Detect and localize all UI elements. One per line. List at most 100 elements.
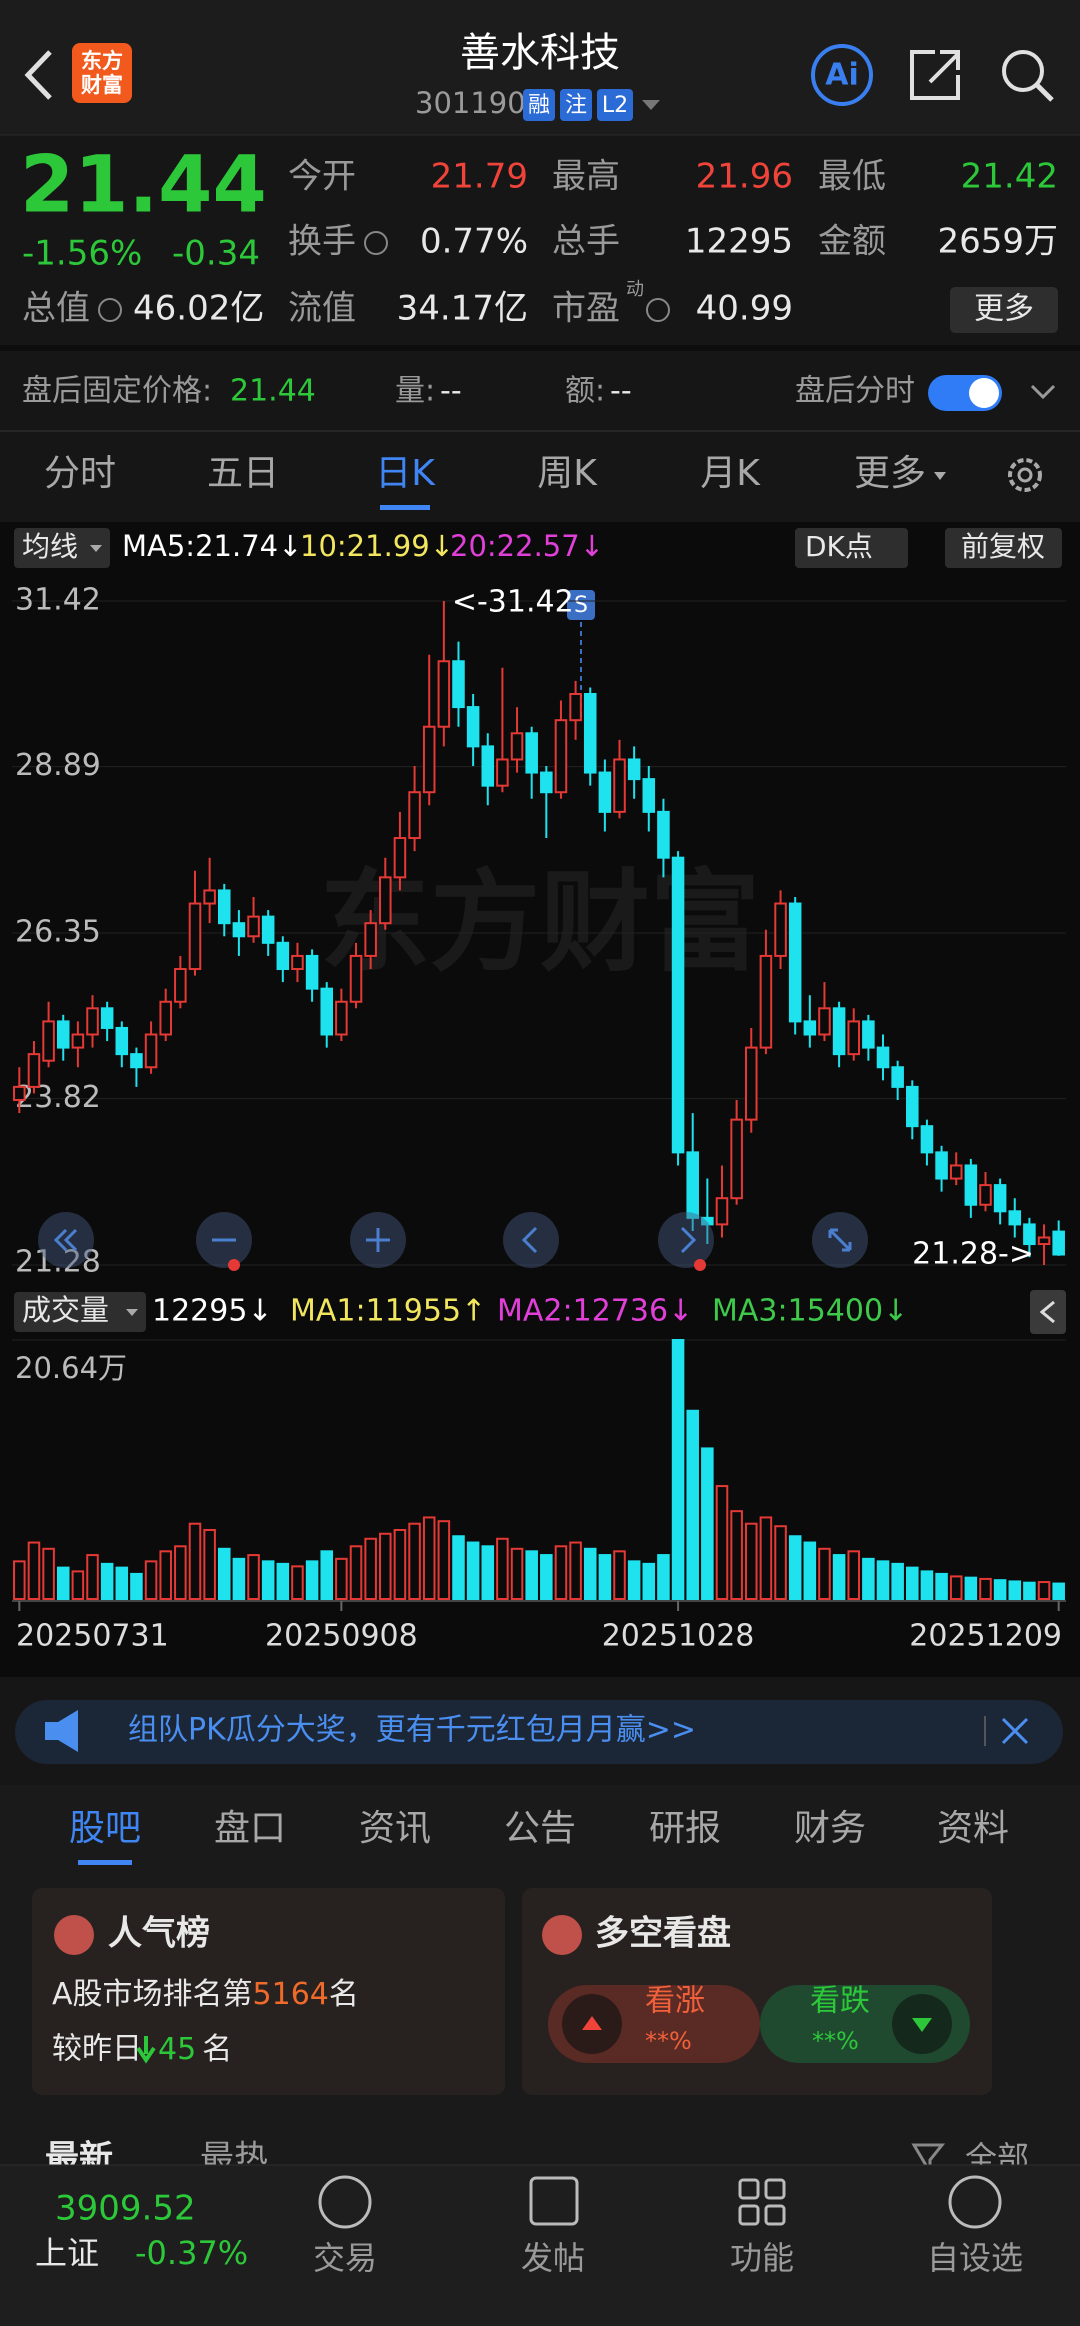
period-tab[interactable]: 更多 bbox=[854, 453, 926, 494]
settings-button[interactable] bbox=[1008, 458, 1042, 492]
dropdown-icon[interactable] bbox=[642, 100, 660, 110]
adjust-button[interactable] bbox=[945, 528, 1062, 568]
share-button[interactable] bbox=[910, 50, 960, 100]
candle-body bbox=[452, 660, 465, 709]
banner[interactable] bbox=[15, 1700, 1063, 1764]
nav-item[interactable]: 自设选 bbox=[927, 2239, 1023, 2277]
card-title: 多空看盘 bbox=[595, 1914, 731, 1954]
candle-body bbox=[1008, 1210, 1022, 1226]
control-button[interactable] bbox=[503, 1212, 559, 1268]
volume-bar bbox=[803, 1541, 817, 1601]
candle-body bbox=[13, 1085, 26, 1101]
x-tick-label: 20250908 bbox=[265, 1619, 418, 1654]
candle-body bbox=[291, 954, 304, 971]
candle-body bbox=[1023, 1223, 1036, 1246]
volume-bar bbox=[115, 1566, 129, 1601]
candle-body bbox=[261, 915, 275, 944]
index-value[interactable]: 3909.52 bbox=[55, 2189, 196, 2229]
more-button[interactable] bbox=[950, 287, 1058, 333]
collapse-button[interactable] bbox=[1030, 1290, 1066, 1334]
candle-body bbox=[671, 856, 685, 1154]
nav-item[interactable]: 交易 bbox=[313, 2239, 377, 2277]
candle-body bbox=[71, 1033, 85, 1049]
volume-selector[interactable] bbox=[14, 1292, 146, 1332]
candle-body bbox=[144, 1033, 158, 1069]
volume-bar bbox=[320, 1550, 334, 1601]
volume-bar bbox=[949, 1575, 963, 1601]
change-line: 45 名 bbox=[158, 2032, 232, 2067]
content-tab[interactable]: 资料 bbox=[937, 1808, 1009, 1849]
dk-button[interactable] bbox=[795, 528, 908, 568]
volume-bar bbox=[715, 1485, 729, 1601]
content-tab[interactable]: 资讯 bbox=[359, 1808, 431, 1849]
candle-body bbox=[1052, 1230, 1065, 1256]
volume-bar bbox=[379, 1532, 392, 1600]
ma-selector[interactable] bbox=[14, 528, 110, 568]
volume-bar bbox=[188, 1522, 202, 1601]
candle-body bbox=[627, 758, 641, 781]
volume-bar bbox=[613, 1550, 626, 1601]
content-tab[interactable]: 公告 bbox=[504, 1808, 576, 1849]
stock-code: 301190 bbox=[415, 86, 526, 120]
volume-bar bbox=[862, 1557, 875, 1601]
content-tab[interactable]: 财务 bbox=[794, 1808, 866, 1849]
close-button[interactable] bbox=[1001, 1717, 1029, 1745]
volume-bar bbox=[686, 1409, 699, 1601]
card-icon bbox=[542, 1915, 582, 1955]
volume-bar bbox=[335, 1557, 348, 1601]
volume-bar bbox=[466, 1541, 480, 1601]
content-tab[interactable]: 研报 bbox=[649, 1808, 721, 1849]
value: 34.17亿 bbox=[397, 289, 528, 329]
period-tab[interactable]: 五日 bbox=[207, 453, 279, 494]
candle-body bbox=[525, 732, 538, 774]
volume-bar bbox=[876, 1560, 890, 1600]
y-tick-label: 21.28 bbox=[15, 1245, 101, 1280]
volume-bar bbox=[232, 1557, 246, 1601]
index-change: -0.37% bbox=[135, 2234, 248, 2272]
control-button[interactable] bbox=[658, 1212, 714, 1268]
candle-body bbox=[188, 902, 202, 971]
value: 21.79 bbox=[431, 157, 528, 197]
candle-body bbox=[174, 968, 187, 1003]
change: 45 bbox=[158, 2032, 196, 2067]
ai-button[interactable] bbox=[811, 44, 873, 106]
period-tab[interactable]: 月K bbox=[700, 453, 761, 494]
label: 最低 bbox=[818, 157, 886, 197]
content-tab[interactable]: 盘口 bbox=[214, 1808, 286, 1849]
ma-label: 均线 bbox=[22, 530, 78, 563]
candle-body bbox=[686, 1151, 699, 1219]
index-name: 上证 bbox=[35, 2234, 99, 2272]
label: 总手 bbox=[552, 222, 620, 262]
period-tab[interactable]: 周K bbox=[537, 453, 598, 494]
candle-body bbox=[803, 1020, 817, 1036]
filter-icon[interactable] bbox=[911, 2143, 946, 2178]
candle-body bbox=[27, 1053, 41, 1088]
volume-bar bbox=[832, 1554, 846, 1601]
dk-text: DK点 bbox=[805, 530, 873, 563]
candle-body bbox=[379, 876, 392, 925]
volume-bar bbox=[1037, 1581, 1051, 1600]
volume-bar bbox=[540, 1554, 553, 1601]
info-icon[interactable] bbox=[364, 231, 388, 255]
volume-bar bbox=[71, 1570, 85, 1601]
back-button[interactable] bbox=[24, 50, 52, 100]
volume-bar bbox=[100, 1562, 114, 1601]
rank: 5164 bbox=[253, 1977, 329, 2012]
period-tab[interactable]: 分时 bbox=[44, 453, 116, 494]
info-icon[interactable] bbox=[646, 298, 670, 322]
candle-body bbox=[979, 1184, 992, 1206]
search-button[interactable] bbox=[1002, 50, 1044, 92]
content-tab[interactable]: 股吧 bbox=[69, 1808, 141, 1849]
search-handle bbox=[1035, 83, 1054, 102]
x-tick-label: 20250731 bbox=[16, 1619, 169, 1654]
period-tab[interactable]: 日K bbox=[375, 453, 436, 494]
candle-body bbox=[496, 758, 509, 787]
popularity-card[interactable] bbox=[32, 1888, 505, 2095]
expand-icon[interactable] bbox=[1030, 384, 1056, 400]
nav-item[interactable]: 发帖 bbox=[521, 2239, 585, 2277]
dot bbox=[694, 1259, 706, 1271]
info-icon[interactable] bbox=[98, 298, 122, 322]
nav-item[interactable]: 功能 bbox=[730, 2239, 794, 2277]
candle-body bbox=[1037, 1236, 1051, 1246]
